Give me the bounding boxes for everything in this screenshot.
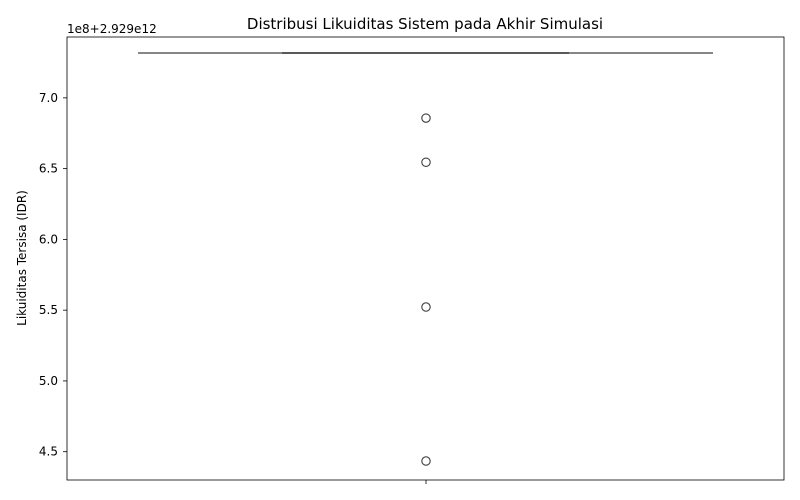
outlier-point [421, 157, 431, 168]
outlier-point [421, 302, 431, 312]
outlier-point [421, 456, 431, 466]
chart-title: Distribusi Likuiditas Sistem pada Akhir … [247, 15, 603, 33]
y-tick-label: 7.0 [39, 91, 58, 105]
plot-frame [66, 36, 785, 481]
y-tick-label: 6.5 [39, 162, 58, 176]
y-tick-label: 5.5 [39, 303, 58, 317]
outlier-point [421, 113, 431, 123]
y-axis-ticks: 4.5 5.0 5.5 6.0 6.5 7.0 [39, 91, 67, 459]
y-offset-label: 1e8+2.929e12 [67, 22, 157, 36]
outlier-points [421, 113, 431, 466]
y-tick-label: 4.5 [39, 445, 58, 459]
y-axis-label: Likuiditas Tersisa (IDR) [15, 190, 29, 326]
y-tick-label: 5.0 [39, 374, 58, 388]
y-tick-label: 6.0 [39, 232, 58, 246]
